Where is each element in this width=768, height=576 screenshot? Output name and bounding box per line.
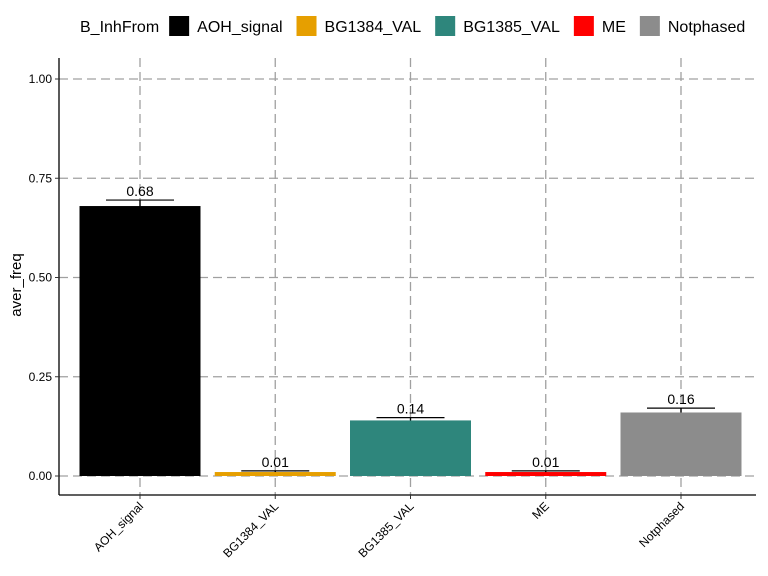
bar-BG1384_VAL — [214, 472, 336, 476]
x-tick-label-BG1384_VAL: BG1384_VAL — [220, 499, 281, 560]
legend-label-AOH_signal: AOH_signal — [197, 19, 282, 36]
value-label-BG1385_VAL: 0.14 — [397, 401, 424, 417]
value-label-AOH_signal: 0.68 — [126, 183, 153, 199]
y-tick-label-0: 0.00 — [29, 469, 53, 483]
x-tick-label-ME: ME — [529, 499, 552, 522]
y-tick-label-4: 1.00 — [29, 72, 53, 86]
y-tick-label-2: 0.50 — [29, 271, 53, 285]
legend-key-BG1384_VAL — [296, 16, 317, 36]
legend-label-ME: ME — [602, 19, 626, 36]
bar-Notphased — [620, 412, 742, 476]
x-tick-label-Notphased: Notphased — [636, 499, 687, 550]
legend: B_InhFrom AOH_signal BG1384_VAL BG1385_VAL… — [80, 16, 745, 36]
legend-key-Notphased — [639, 16, 660, 36]
legend-label-BG1385_VAL: BG1385_VAL — [463, 19, 560, 36]
x-tick-label-AOH_signal: AOH_signal — [91, 499, 146, 554]
value-label-BG1384_VAL: 0.01 — [262, 454, 289, 470]
y-axis-ticks: 0.00 0.25 0.50 0.75 1.00 — [29, 72, 59, 483]
legend-title: B_InhFrom — [80, 19, 159, 36]
legend-label-BG1384_VAL: BG1384_VAL — [325, 19, 422, 36]
value-label-Notphased: 0.16 — [667, 391, 694, 407]
axes — [58, 58, 756, 496]
legend-key-AOH_signal — [169, 16, 190, 36]
error-bars-upper — [106, 199, 715, 473]
y-tick-label-1: 0.25 — [29, 370, 53, 384]
value-label-ME: 0.01 — [532, 454, 559, 470]
legend-key-ME — [573, 16, 594, 36]
bar-BG1385_VAL — [350, 420, 471, 476]
bars — [79, 206, 742, 477]
y-tick-label-3: 0.75 — [29, 171, 53, 185]
bar-ME — [485, 472, 607, 476]
bar-AOH_signal — [79, 206, 201, 477]
legend-key-BG1385_VAL — [435, 16, 456, 36]
x-tick-label-BG1385_VAL: BG1385_VAL — [355, 499, 416, 560]
x-axis-ticks: AOH_signal BG1384_VAL BG1385_VAL ME Notphase… — [91, 495, 687, 560]
value-labels: 0.68 0.01 0.14 0.01 0.16 — [126, 183, 694, 470]
y-axis-title: aver_freq — [8, 253, 25, 316]
legend-label-Notphased: Notphased — [668, 19, 745, 36]
